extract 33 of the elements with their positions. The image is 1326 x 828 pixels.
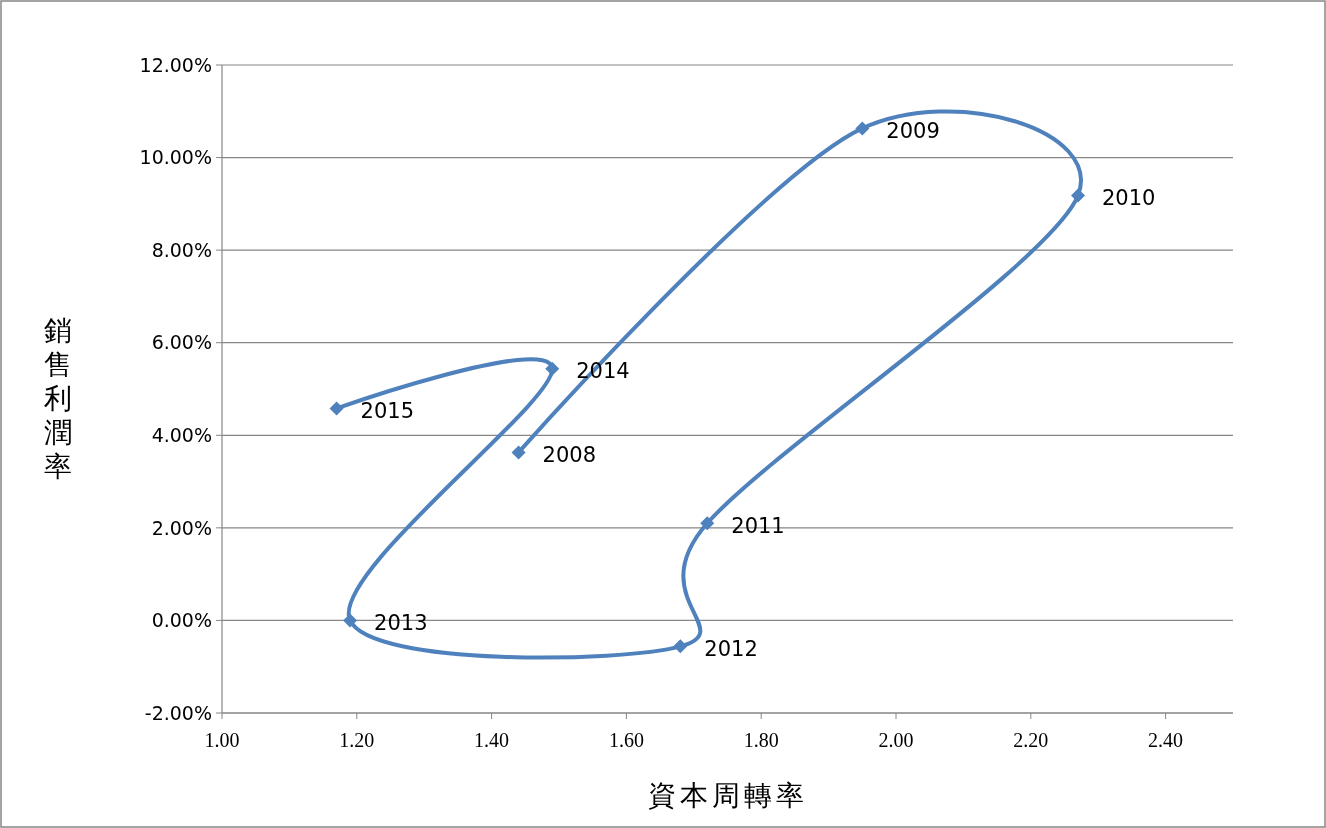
y-tick-label: -2.00%	[144, 701, 212, 724]
y-tick-label: 10.00%	[139, 146, 212, 169]
annotation: 2013	[374, 610, 428, 635]
x-tick-label: 1.20	[339, 729, 375, 751]
x-tick-label: 1.80	[743, 729, 779, 751]
x-tick-label: 2.00	[878, 729, 914, 751]
annotation: 2011	[731, 513, 785, 538]
annotation: 2008	[542, 442, 597, 467]
point	[545, 361, 560, 376]
x-tick-label: 1.40	[474, 729, 510, 751]
point	[700, 516, 715, 531]
point	[343, 613, 358, 628]
point	[329, 401, 344, 416]
x-tick-label: 1.00	[204, 729, 240, 751]
x-axis-title: 資本周轉率	[647, 779, 808, 812]
y-tick-label: 8.00%	[151, 238, 212, 261]
point	[511, 445, 526, 460]
x-tick-label: 1.60	[608, 729, 644, 751]
annotation: 2012	[704, 636, 758, 661]
y-tick-label: 6.00%	[151, 331, 212, 354]
x-tick-label: 2.40	[1148, 729, 1184, 751]
y-tick-label: 2.00%	[151, 516, 212, 539]
annotation: 2010	[1101, 185, 1156, 210]
point	[673, 639, 688, 654]
point	[1070, 188, 1085, 203]
y-tick-label: 12.00%	[139, 53, 212, 76]
annotation: 2015	[360, 398, 415, 423]
x-tick-label: 2.20	[1013, 729, 1049, 751]
y-tick-label: 4.00%	[151, 423, 212, 446]
y-axis-title: 銷售利潤率	[44, 314, 72, 483]
y-tick-label: 0.00%	[151, 609, 212, 632]
annotation: 2009	[886, 118, 940, 143]
point	[855, 121, 870, 136]
